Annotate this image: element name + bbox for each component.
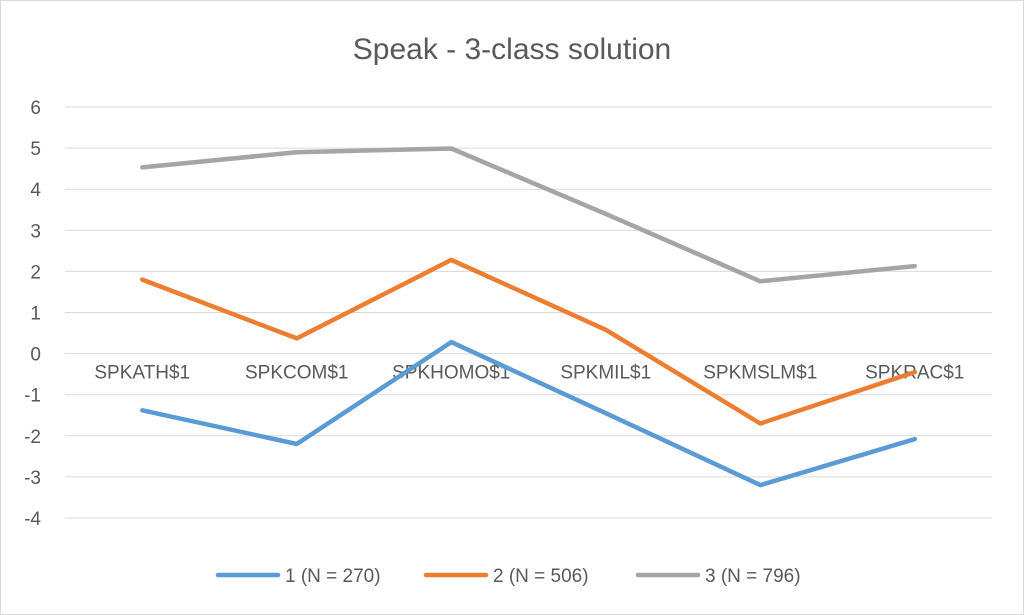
y-tick-label: -3 [24,468,41,489]
series-line-1 [140,339,918,488]
gridlines [65,106,992,519]
y-tick-label: 1 [30,304,41,325]
legend-label-2: 2 (N = 506) [493,566,589,587]
y-tick-label: 0 [30,345,41,366]
y-tick-label: -2 [24,427,41,448]
x-category-label: SPKMIL$1 [560,362,651,383]
series-line-2 [140,257,918,426]
y-tick-label: -4 [24,509,41,530]
legend-label-3: 3 (N = 796) [705,566,801,587]
series-lines [140,146,918,488]
y-tick-label: 5 [30,139,41,160]
x-category-label: SPKATH$1 [94,362,190,383]
x-category-label: SPKHOMO$1 [392,362,510,383]
x-category-label: SPKMSLM$1 [703,362,817,383]
y-tick-label: 2 [30,262,41,283]
x-category-label: SPKCOM$1 [245,362,348,383]
y-tick-label: 6 [30,98,41,119]
y-axis-ticks: -4 -3 -2 -1 0 1 2 3 4 5 6 [24,98,41,530]
chart-title: Speak - 3-class solution [353,33,672,66]
legend: 1 (N = 270) 2 (N = 506) 3 (N = 796) [215,566,801,587]
y-tick-label: -1 [24,386,41,407]
y-tick-label: 3 [30,221,41,242]
y-tick-label: 4 [30,180,41,201]
legend-label-1: 1 (N = 270) [285,566,381,587]
series-line-3 [140,146,918,284]
x-axis-category-labels: SPKATH$1 SPKCOM$1 SPKHOMO$1 SPKMIL$1 SPKMSLM… [94,362,964,383]
